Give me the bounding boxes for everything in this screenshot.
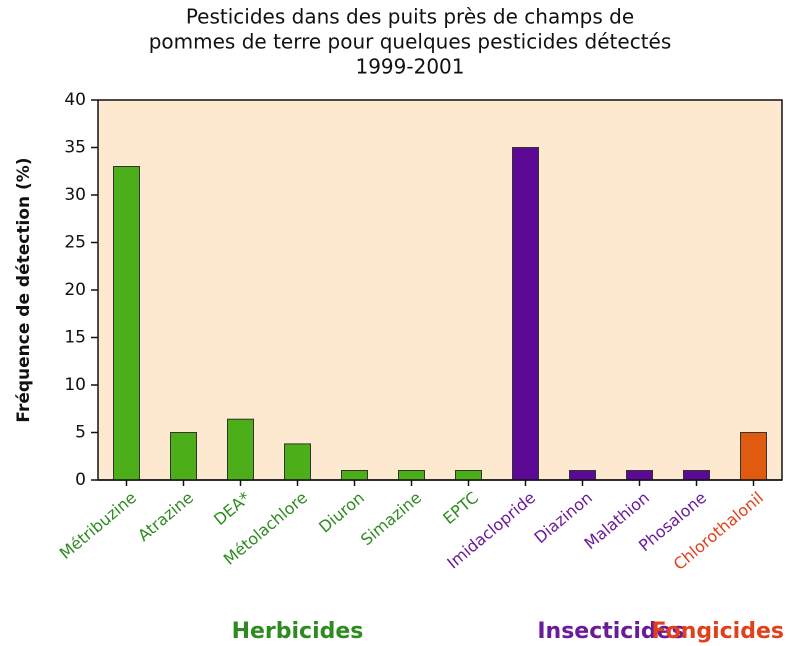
bar bbox=[740, 432, 767, 481]
chart-title: pommes de terre pour quelques pesticides… bbox=[149, 30, 672, 54]
y-tick-label: 15 bbox=[64, 328, 86, 348]
chart-title: Pesticides dans des puits près de champs… bbox=[186, 5, 634, 29]
bar bbox=[683, 470, 710, 481]
bar bbox=[626, 470, 653, 481]
y-tick-label: 25 bbox=[64, 233, 86, 253]
x-tick-label: Atrazine bbox=[134, 488, 197, 545]
bar bbox=[398, 470, 425, 481]
chart-title: 1999-2001 bbox=[355, 55, 464, 79]
group-label: Herbicides bbox=[232, 619, 364, 644]
y-tick-label: 40 bbox=[64, 90, 86, 110]
group-label: Insecticides bbox=[537, 619, 684, 644]
y-tick-label: 5 bbox=[75, 423, 86, 443]
bar bbox=[569, 470, 596, 481]
x-tick-label: DEA* bbox=[210, 488, 254, 529]
bar bbox=[341, 470, 368, 481]
plot-area bbox=[97, 99, 783, 481]
y-tick-label: 20 bbox=[64, 280, 86, 300]
x-tick-label: EPTC bbox=[439, 488, 482, 528]
bar bbox=[170, 432, 197, 481]
y-tick-label: 0 bbox=[75, 470, 86, 490]
y-tick-label: 30 bbox=[64, 185, 86, 205]
x-tick-label: Diuron bbox=[315, 488, 368, 537]
y-axis-label: Fréquence de détection (%) bbox=[14, 157, 34, 422]
bar bbox=[284, 443, 311, 481]
bar bbox=[455, 470, 482, 481]
x-tick-label: Simazine bbox=[357, 488, 425, 549]
y-tick-label: 10 bbox=[64, 375, 86, 395]
bar bbox=[512, 147, 539, 481]
bar bbox=[113, 166, 140, 481]
bar bbox=[227, 418, 254, 481]
group-label: Fongicides bbox=[651, 619, 784, 644]
x-tick-label: Métribuzine bbox=[56, 488, 140, 563]
y-tick-label: 35 bbox=[64, 138, 86, 158]
